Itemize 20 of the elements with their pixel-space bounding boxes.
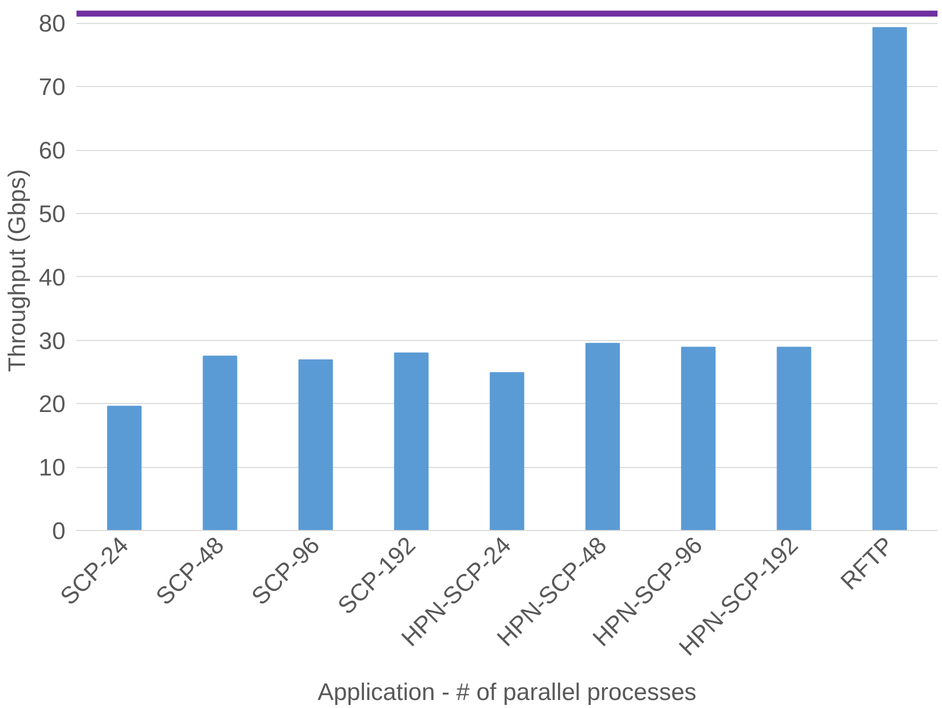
bar [202, 356, 238, 530]
y-tick-label: 0 [52, 518, 66, 545]
y-tick-label: 20 [38, 391, 66, 418]
y-tick-label: 30 [38, 328, 66, 355]
y-tick-label: 40 [38, 264, 66, 292]
bar [394, 352, 429, 530]
bar [585, 342, 620, 530]
bar [107, 406, 142, 530]
y-tick-label: 80 [38, 10, 66, 38]
y-tick-label: 70 [38, 74, 66, 102]
bar [776, 346, 812, 530]
y-tick-label: 50 [38, 200, 66, 228]
bar [681, 346, 716, 530]
y-axis-title: Throughput (Gbps) [4, 169, 31, 372]
x-axis-title: Application - # of parallel processes [318, 678, 696, 706]
y-tick-label: 10 [38, 454, 66, 482]
bar [490, 372, 524, 530]
bar [298, 359, 333, 530]
y-tick-label: 60 [38, 138, 66, 165]
bar [872, 27, 907, 530]
